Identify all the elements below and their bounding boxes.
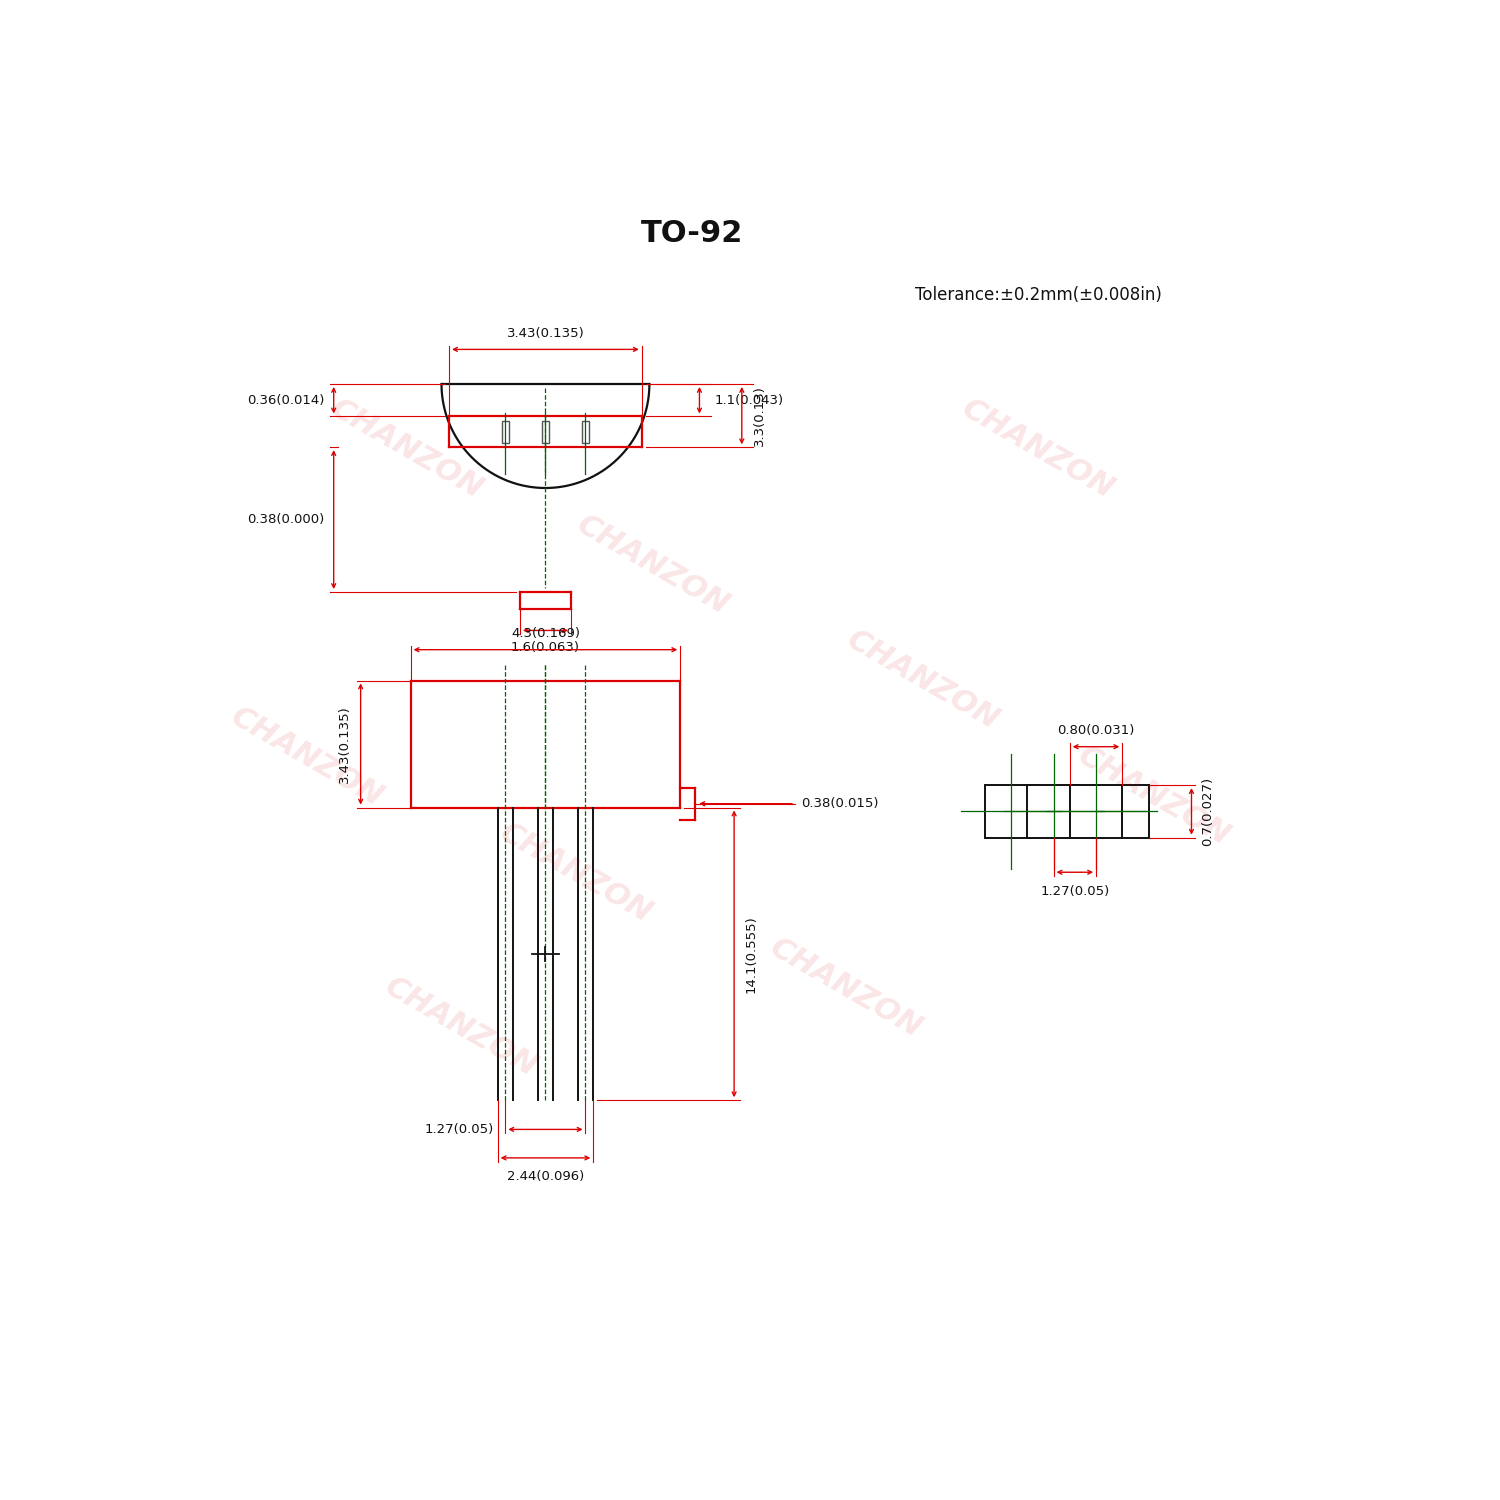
Bar xyxy=(542,422,549,442)
Text: 0.36(0.014): 0.36(0.014) xyxy=(248,393,324,406)
Text: 1.1(0.043): 1.1(0.043) xyxy=(716,393,784,406)
Text: 4.3(0.169): 4.3(0.169) xyxy=(512,627,580,640)
Bar xyxy=(501,422,510,442)
Text: CHANZON: CHANZON xyxy=(1072,741,1234,850)
Text: 3.3(0.13): 3.3(0.13) xyxy=(753,386,766,446)
Text: CHANZON: CHANZON xyxy=(842,626,1004,735)
Text: 0.38(0.000): 0.38(0.000) xyxy=(248,513,324,526)
Text: CHANZON: CHANZON xyxy=(765,933,927,1044)
Bar xyxy=(986,784,1038,837)
Text: 1.6(0.063): 1.6(0.063) xyxy=(512,640,580,654)
Text: CHANZON: CHANZON xyxy=(225,702,388,813)
Text: 14.1(0.555): 14.1(0.555) xyxy=(746,915,758,993)
Bar xyxy=(1028,784,1080,837)
Text: 0.80(0.031): 0.80(0.031) xyxy=(1058,724,1134,738)
Text: 0.38(0.015): 0.38(0.015) xyxy=(801,796,879,810)
Text: CHANZON: CHANZON xyxy=(572,510,735,620)
Text: CHANZON: CHANZON xyxy=(957,394,1119,504)
Bar xyxy=(1070,784,1122,837)
Text: CHANZON: CHANZON xyxy=(495,818,657,928)
Bar xyxy=(582,422,590,442)
Text: 3.43(0.135): 3.43(0.135) xyxy=(339,705,351,783)
Text: TO-92: TO-92 xyxy=(640,219,742,249)
Text: 1.27(0.05): 1.27(0.05) xyxy=(1040,885,1110,897)
Text: 1.27(0.05): 1.27(0.05) xyxy=(424,1124,494,1136)
Text: 3.43(0.135): 3.43(0.135) xyxy=(507,327,585,340)
Text: CHANZON: CHANZON xyxy=(326,394,488,504)
Text: 0.7(0.027): 0.7(0.027) xyxy=(1200,777,1214,846)
Text: 2.44(0.096): 2.44(0.096) xyxy=(507,1170,584,1184)
Text: CHANZON: CHANZON xyxy=(380,972,542,1082)
Text: Tolerance:±0.2mm(±0.008in): Tolerance:±0.2mm(±0.008in) xyxy=(915,286,1161,304)
